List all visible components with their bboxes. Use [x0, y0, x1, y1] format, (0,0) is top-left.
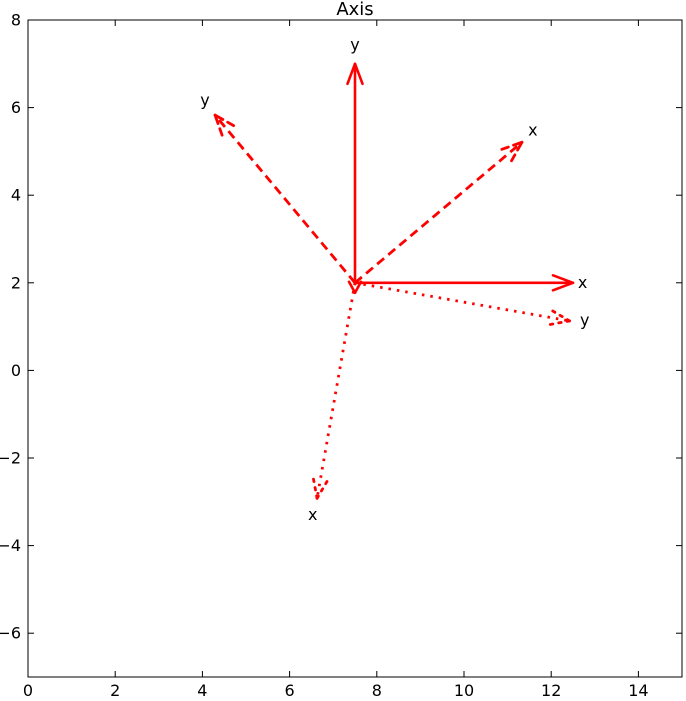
arrowhead-wing	[551, 281, 575, 292]
arrowhead-wing	[549, 308, 571, 323]
x-tick-label: 12	[541, 681, 561, 697]
y-tick-label: 6	[11, 98, 21, 117]
y-tick-label: −4	[0, 536, 21, 555]
x-tick-label: 4	[197, 681, 207, 697]
x-tick-label: 6	[285, 681, 295, 697]
arrowhead-wing	[500, 140, 524, 151]
arrowhead-wing	[547, 319, 571, 327]
solid-frame-x-label: x	[578, 273, 587, 292]
dashed-frame-y-label: y	[200, 91, 209, 110]
arrowhead-wing	[311, 475, 319, 500]
y-tick-label: −6	[0, 624, 21, 643]
x-tick-label: 8	[372, 681, 382, 697]
x-axis-ticks: 0 2 4 6 8 10 12 14	[23, 20, 649, 700]
dotted-frame: xy	[308, 281, 590, 524]
arrowhead-wing	[315, 478, 330, 500]
dashed-frame-y-arrow	[213, 114, 357, 284]
y-tick-label: 2	[11, 273, 21, 292]
arrowhead-wing	[213, 113, 224, 137]
dotted-frame-x-label: x	[308, 505, 317, 524]
arrowhead-wing	[353, 62, 364, 86]
dashed-frame-x-label: x	[528, 121, 537, 140]
arrowhead-wing	[510, 140, 524, 163]
x-tick-label: 14	[628, 681, 648, 697]
solid-frame: xy	[346, 35, 587, 295]
x-tick-label: 0	[23, 681, 33, 697]
arrowhead-wing	[551, 273, 575, 285]
dotted-frame-y-label: y	[580, 311, 589, 330]
y-axis-ticks: −6 −4 −2 0 2 4 6 8	[0, 11, 682, 643]
arrowhead-wing	[346, 62, 357, 86]
dotted-frame-y-arrow	[354, 281, 570, 323]
y-tick-label: 8	[11, 11, 21, 30]
x-tick-label: 10	[454, 681, 474, 697]
x-tick-label: 2	[110, 681, 120, 697]
y-tick-label: 4	[11, 186, 21, 205]
dashed-frame: xy	[200, 91, 538, 284]
arrowhead-wing	[213, 113, 236, 127]
solid-frame-y-label: y	[350, 35, 359, 54]
chart-title: Axis	[336, 0, 373, 20]
dashed-frame-x-arrow	[354, 141, 523, 284]
y-tick-label: −2	[0, 449, 21, 468]
arrowhead-wing	[347, 280, 357, 295]
y-tick-label: 0	[11, 361, 21, 380]
dotted-frame-x-arrow	[315, 282, 357, 499]
arrowhead-wing	[353, 280, 363, 295]
